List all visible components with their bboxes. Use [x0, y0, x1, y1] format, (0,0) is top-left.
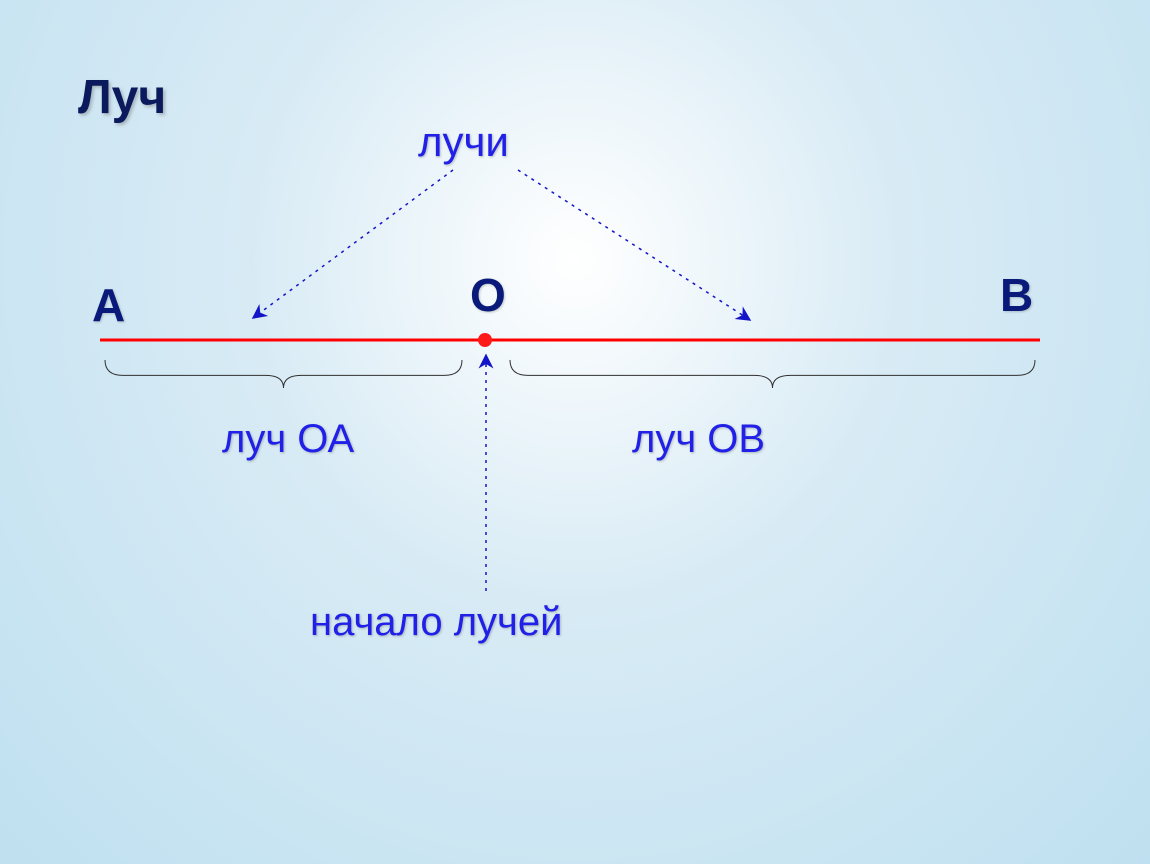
arrow-left-icon — [253, 170, 453, 318]
arrow-right-icon — [518, 170, 750, 320]
ray-diagram — [0, 0, 1150, 864]
brace-right — [510, 360, 1035, 388]
brace-left — [105, 360, 462, 388]
origin-point — [478, 333, 492, 347]
